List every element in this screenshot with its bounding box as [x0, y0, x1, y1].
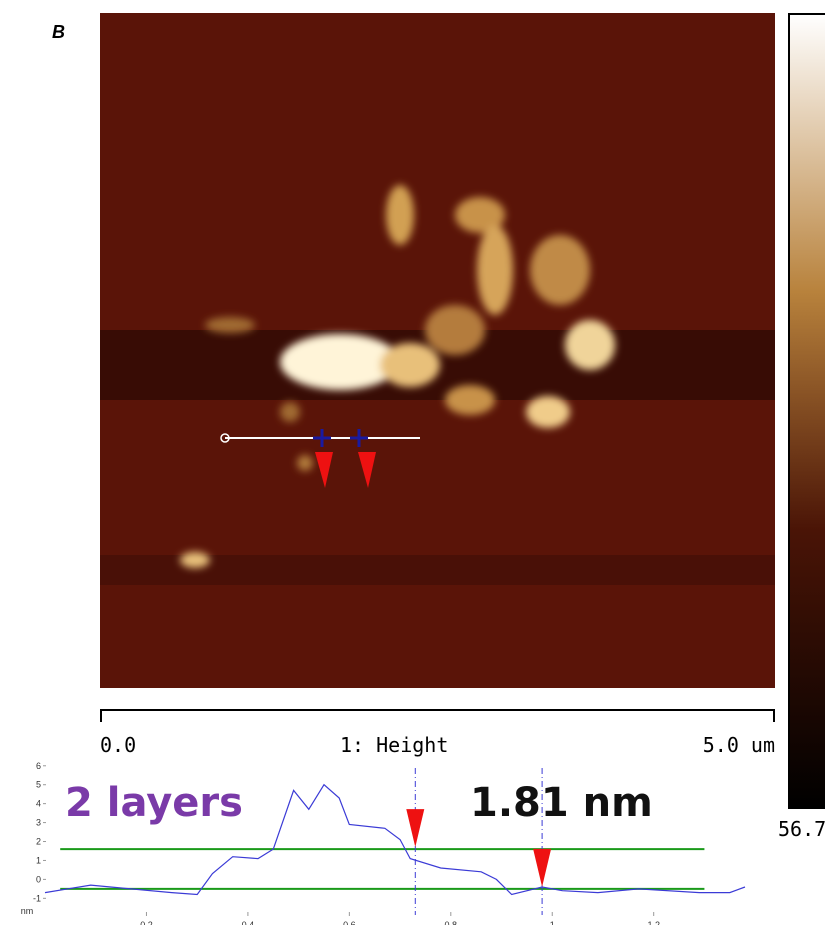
y-tick-label: 0 [36, 874, 41, 884]
x-tick-label: 0.6 [343, 920, 356, 925]
channel-label: 1: Height [340, 733, 448, 757]
height-profile: 6 5 4 3 2 1 0 -1 nm 0.2 0.4 0.6 0.8 1 1.2 2 layers 1.81 … [21, 761, 745, 925]
x-tick-label: 0.2 [140, 920, 153, 925]
y-tick-label: 6 [36, 761, 41, 771]
y-tick-label: -1 [33, 893, 41, 903]
x-tick-label: 0.8 [445, 920, 458, 925]
y-tick-label: 3 [36, 818, 41, 828]
x-tick-label: 0.4 [242, 920, 255, 925]
colorbar-label: 56.7 nm [778, 817, 825, 841]
colorbar: 56.7 nm [778, 14, 825, 841]
y-tick-label: 5 [36, 780, 41, 790]
y-unit: nm [21, 906, 34, 916]
y-tick-label: 2 [36, 837, 41, 847]
scale-end: 5.0 um [703, 733, 775, 757]
y-tick-label: 1 [36, 855, 41, 865]
annotation-layers: 2 layers [65, 780, 243, 826]
panel-label: B [52, 22, 65, 42]
scale-bar: 0.0 1: Height 5.0 um [100, 710, 775, 757]
cursor-marker [406, 809, 424, 847]
cursor-marker [533, 849, 551, 887]
y-tick-label: 4 [36, 799, 41, 809]
figure: B 0.0 1: Height 5.0 um [0, 0, 825, 925]
annotation-height: 1.81 nm [470, 780, 653, 826]
scale-start: 0.0 [100, 733, 136, 757]
afm-image [100, 13, 775, 688]
x-tick-label: 1.2 [647, 920, 660, 925]
x-tick-label: 1 [550, 920, 555, 925]
